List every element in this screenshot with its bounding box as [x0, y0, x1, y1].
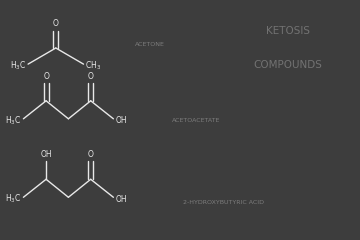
Text: O: O: [53, 19, 59, 29]
Text: ACETOACETATE: ACETOACETATE: [172, 118, 220, 122]
Text: OH: OH: [40, 150, 52, 159]
Text: O: O: [88, 150, 94, 159]
Text: COMPOUNDS: COMPOUNDS: [253, 60, 323, 70]
Text: KETOSIS: KETOSIS: [266, 26, 310, 36]
Text: 2-HYDROXYBUTYRIC ACID: 2-HYDROXYBUTYRIC ACID: [183, 200, 264, 205]
Text: CH$_3$: CH$_3$: [85, 60, 102, 72]
Text: H$_3$C: H$_3$C: [5, 114, 22, 127]
Text: OH: OH: [115, 195, 127, 204]
Text: H$_3$C: H$_3$C: [10, 60, 26, 72]
Text: OH: OH: [115, 116, 127, 125]
Text: H$_3$C: H$_3$C: [5, 193, 22, 205]
Text: ACETONE: ACETONE: [135, 42, 164, 47]
Text: O: O: [88, 72, 94, 81]
Text: O: O: [43, 72, 49, 81]
